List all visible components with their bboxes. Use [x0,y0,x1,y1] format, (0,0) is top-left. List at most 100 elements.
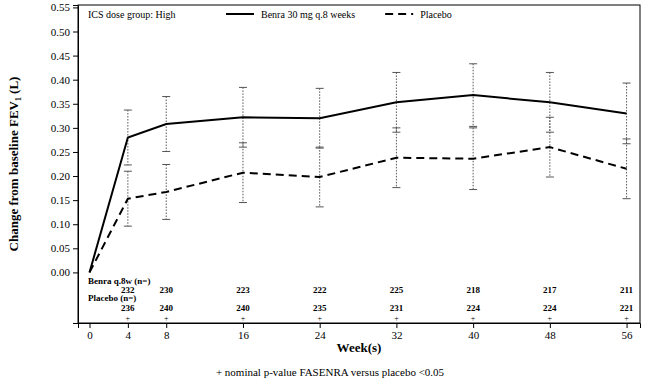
y-tick-mark [73,7,78,8]
error-bar-cap [623,83,631,84]
y-tick-label: 0.35 [51,98,71,110]
error-bar-cap [124,110,132,111]
n-table: Benra q.8w (n=)232230223222225218217211P… [88,276,634,323]
y-tick: 0.50 [51,26,78,38]
x-tick-label: 32 [391,329,402,341]
y-tick-mark [73,248,78,249]
data-layer [90,64,631,273]
significance-marker: + [164,314,169,323]
y-axis-title: Change from baseline FEV₁ (L) [6,77,21,252]
y-tick: 0.55 [51,1,78,13]
significance-marker: + [241,314,246,323]
n-value: 224 [466,303,480,313]
error-bar-cap [239,202,247,203]
x-tick-label: 8 [164,329,170,341]
x-tick-mark [320,323,321,328]
error-bar-cap [469,127,477,128]
error-bar-cap [124,171,132,172]
y-tick-label: 0.20 [51,170,71,182]
legend-label: Benra 30 mg q.8 weeks [261,9,355,20]
y-tick: 0.00 [51,266,78,278]
n-value: 240 [236,303,250,313]
error-bar-cap [162,151,170,152]
y-tick: 0.40 [51,74,78,86]
x-tick-label: 48 [545,329,557,341]
x-tick-label: 40 [468,329,480,341]
error-bar-cap [469,63,477,64]
n-value: 218 [466,285,480,295]
error-bar-cap [124,164,132,165]
error-bar-cap [392,187,400,188]
x-tick: 48 [545,323,557,341]
x-tick-label: 16 [238,329,250,341]
error-bar-cap [623,198,631,199]
x-tick: 24 [315,323,327,341]
y-tick-label: 0.15 [51,194,71,206]
legend-title: ICS dose group: High [88,9,176,20]
plot-frame [78,5,640,323]
error-bar-cap [623,138,631,139]
error-bar-cap [546,72,554,73]
y-tick-mark [73,224,78,225]
error-bar-cap [392,127,400,128]
significance-marker: + [624,314,629,323]
legend-swatch [226,13,254,15]
error-bar-cap [316,206,324,207]
y-tick-mark [73,32,78,33]
y-tick-label: 0.50 [51,26,71,38]
n-row-label: Placebo (n=) [88,293,136,303]
significance-marker: + [394,314,399,323]
error-bar-cap [162,96,170,97]
y-tick-label: 0.10 [51,218,71,230]
n-value: 211 [620,285,634,295]
n-value: 221 [620,303,634,313]
x-tick-mark [473,323,474,328]
error-bar-cap [124,226,132,227]
x-tick: 4 [126,323,132,341]
y-tick: 0.25 [51,146,78,158]
n-value: 224 [543,303,557,313]
x-axis-title: Week(s) [337,340,382,355]
n-value: 235 [313,303,327,313]
y-tick-label: 0.55 [51,1,71,13]
error-bar-cap [546,177,554,178]
legend-swatch [385,13,413,15]
significance-marker: + [317,314,322,323]
significance-marker: + [548,314,553,323]
y-tick-label: 0.30 [51,122,71,134]
x-tick: 32 [391,323,402,341]
x-tick: 8 [164,323,170,341]
legend: ICS dose group: High Benra 30 mg q.8 week… [88,9,452,20]
y-tick: 0.35 [51,98,78,110]
x-tick-mark [128,323,129,328]
error-bar-cap [469,189,477,190]
significance-marker: + [126,314,131,323]
y-tick-mark [73,272,78,273]
n-value: 230 [159,285,173,295]
y-tick-mark [73,176,78,177]
y-tick-mark [73,104,78,105]
x-tick-label: 56 [622,329,634,341]
footnote: + nominal p-value FASENRA versus placebo… [216,366,445,378]
x-tick-mark [243,323,244,328]
y-tick: 0.20 [51,170,78,182]
series-line [90,147,627,272]
y-tick-mark [73,80,78,81]
significance-marker: + [471,314,476,323]
n-value: 217 [543,285,557,295]
x-tick-mark [396,323,397,328]
y-tick-label: 0.40 [51,74,71,86]
n-value: 222 [313,285,327,295]
n-value: 236 [121,303,135,313]
y-tick-mark [73,152,78,153]
error-bar-cap [239,142,247,143]
y-tick: 0.05 [51,242,78,254]
x-axis: 048162432404856 [79,323,641,341]
error-bar-cap [162,164,170,165]
error-bar-cap [469,126,477,127]
y-tick-mark [73,200,78,201]
y-axis-line [73,6,79,324]
x-tick-label: 0 [87,329,93,341]
error-bar-cap [546,117,554,118]
y-tick: 0.45 [51,50,78,62]
